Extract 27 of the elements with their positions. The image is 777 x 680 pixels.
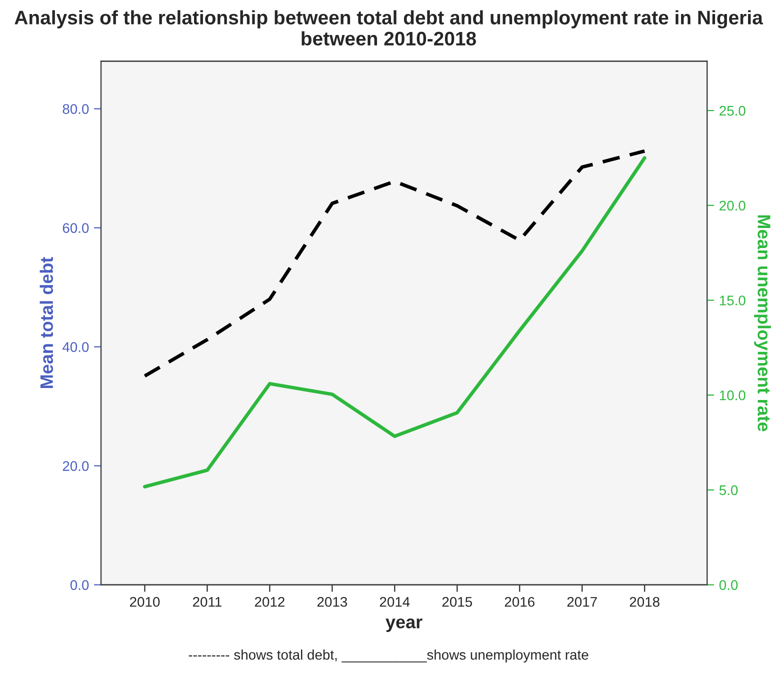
y2-tick-label: 0.0 <box>719 580 738 590</box>
x-tick-label: 2012 <box>254 596 284 607</box>
y2-axis-title: Mean unemployment rate <box>754 215 771 432</box>
y-axis-title: Mean total debt <box>40 257 54 388</box>
x-tick-label: 2011 <box>192 596 222 607</box>
x-tick-label: 2015 <box>442 596 472 607</box>
y-tick-label: 60.0 <box>62 223 89 233</box>
text: --------- shows total debt, ___________shows unemployment rate <box>188 650 588 662</box>
y2-tick-label: 15.0 <box>720 296 746 306</box>
x-tick-label: 2014 <box>380 596 410 607</box>
y-tick-label: 0.0 <box>70 580 89 590</box>
y-tick-label: 40.0 <box>62 342 89 352</box>
x-tick-label: 2010 <box>130 596 160 607</box>
x-tick-label: 2016 <box>504 596 534 607</box>
y-tick-label: 20.0 <box>62 461 89 471</box>
x-tick-label: 2018 <box>630 596 660 607</box>
x-tick-label: 2013 <box>317 596 348 607</box>
y2-tick-label: 25.0 <box>720 106 746 116</box>
x-tick-label: 2017 <box>567 596 597 607</box>
line-series <box>143 149 646 378</box>
y2-tick-label: 10.0 <box>720 390 746 400</box>
y2-tick-label: 5.0 <box>719 485 738 496</box>
chart-title: Analysis of the relationship between total debt and unemployment rate in Nigeria between 2010-2018 <box>14 10 764 46</box>
line-series <box>143 156 646 488</box>
x-axis-title: year <box>386 618 422 632</box>
y2-tick-label: 20.0 <box>720 200 746 211</box>
y-tick-label: 80.0 <box>62 104 89 114</box>
